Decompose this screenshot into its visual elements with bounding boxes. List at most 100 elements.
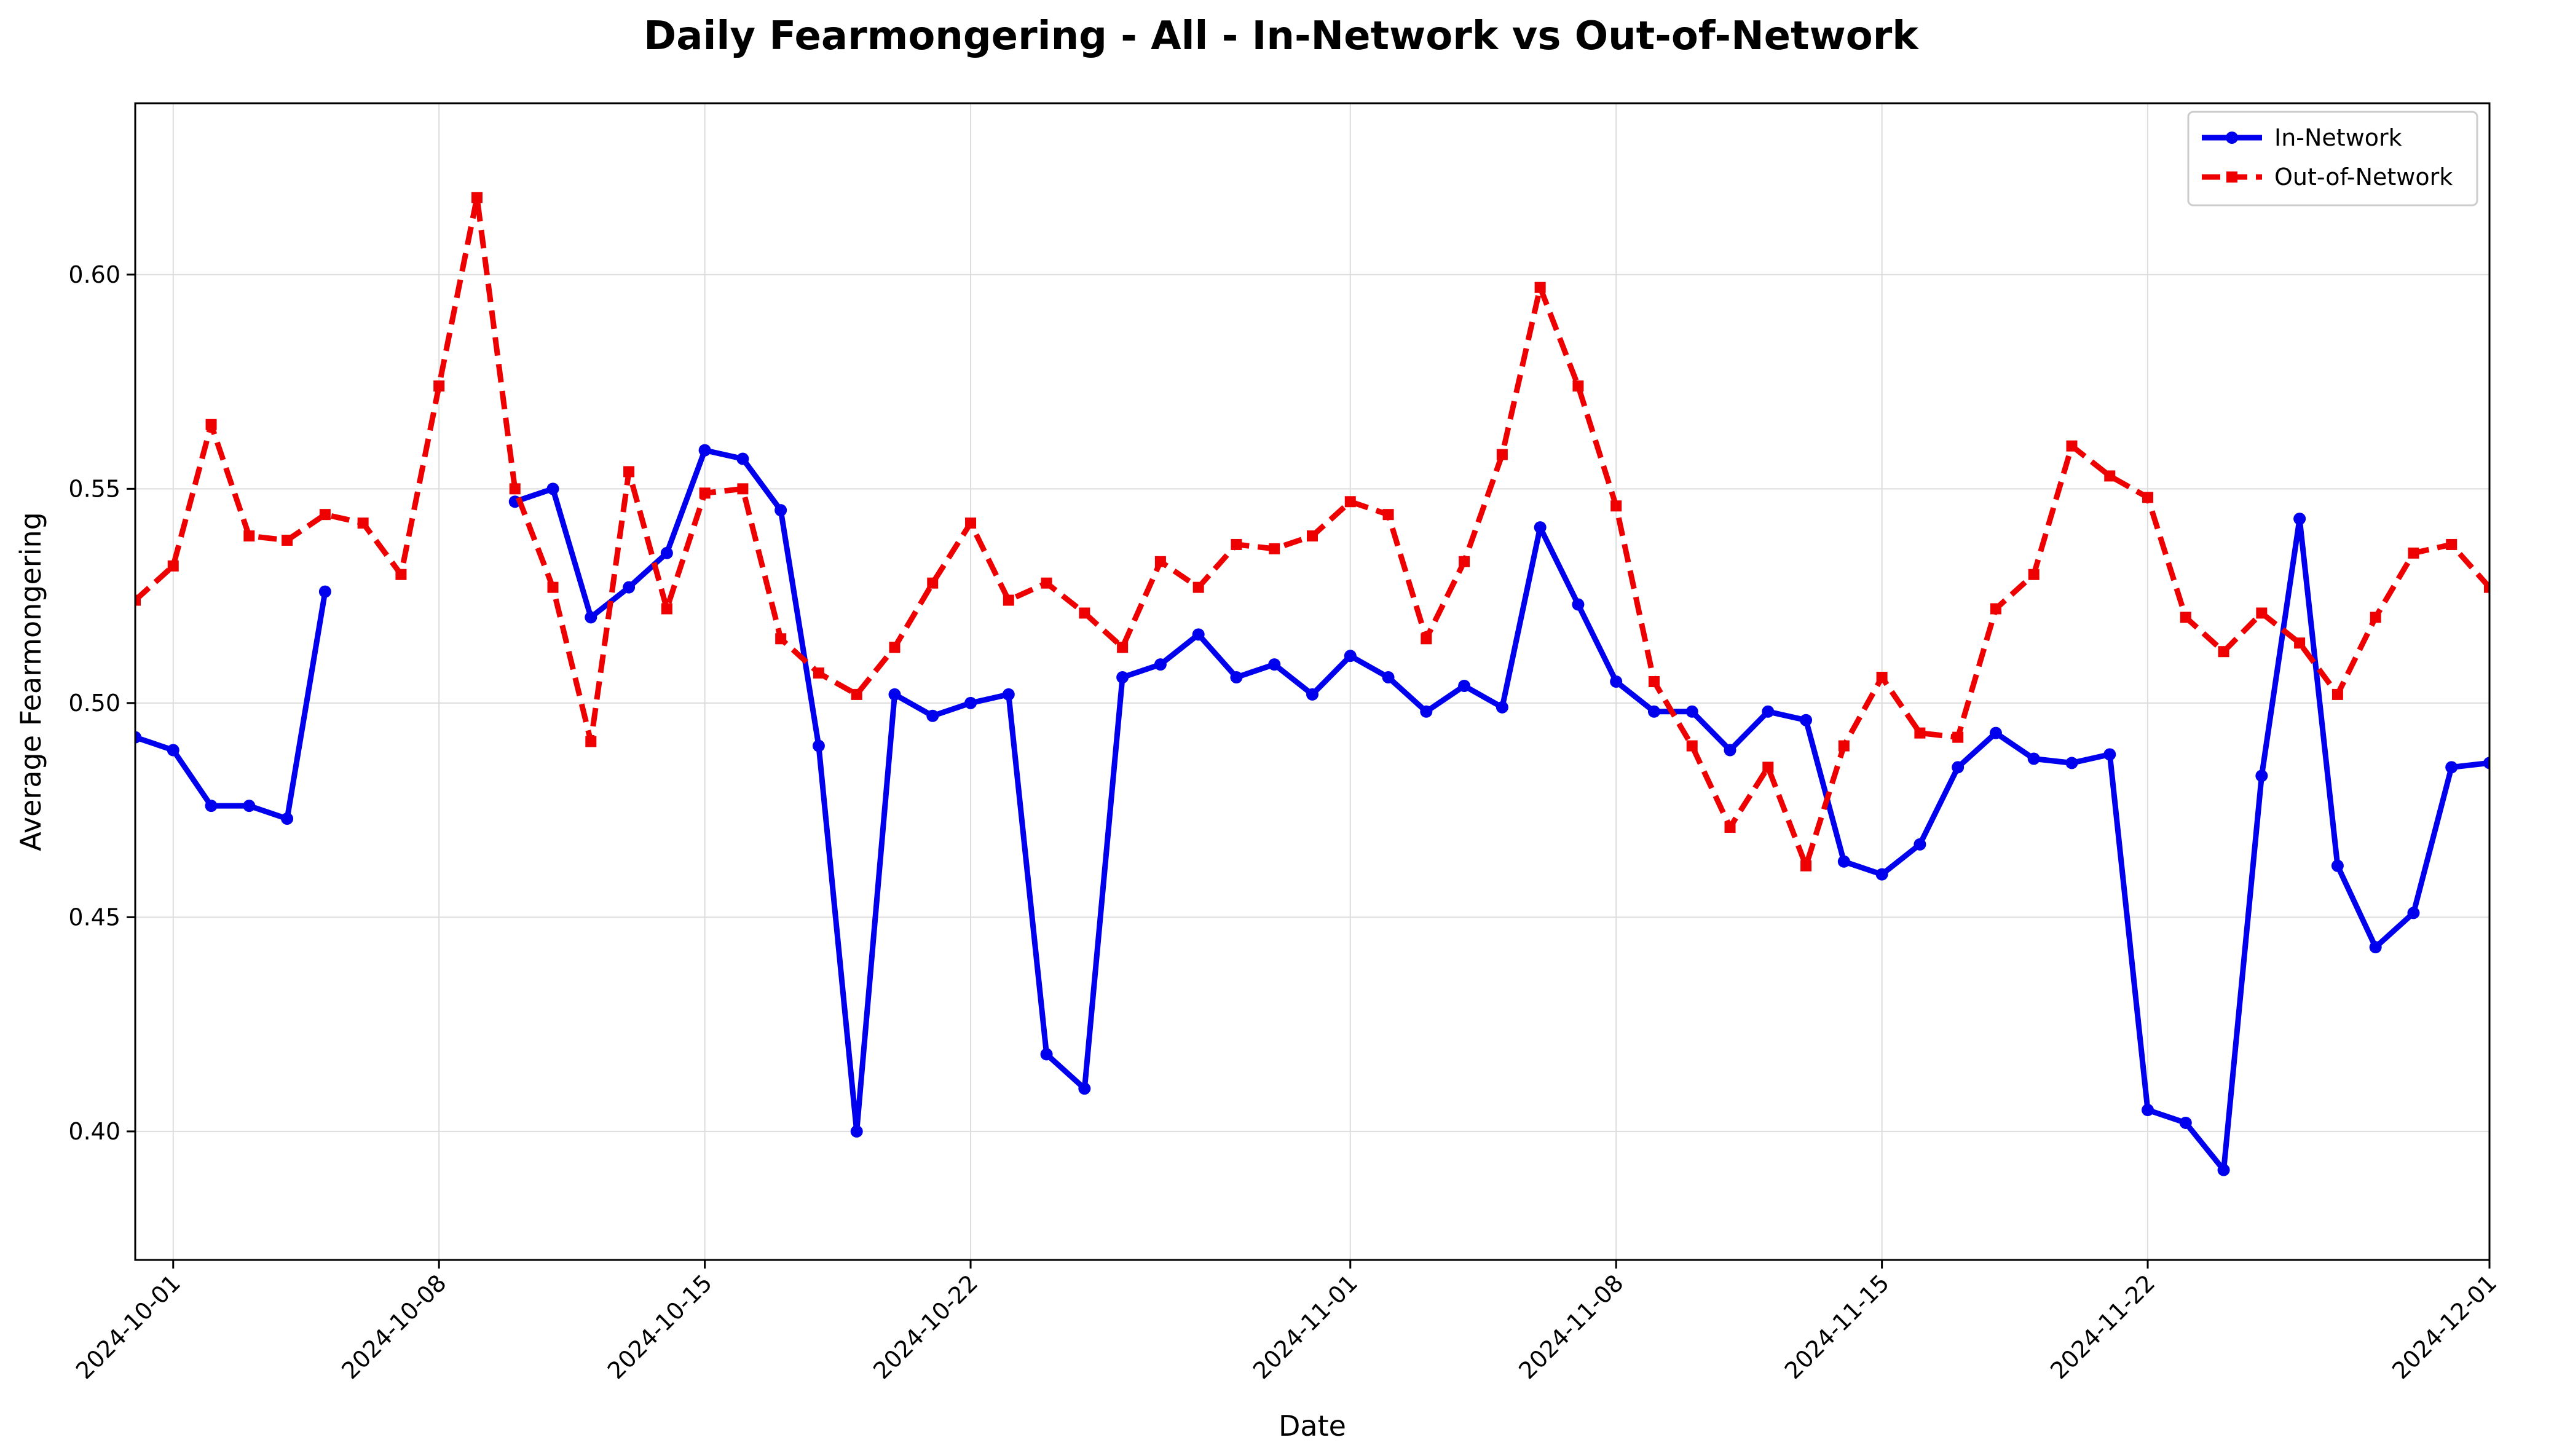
data-point: [1496, 449, 1508, 460]
data-point: [1952, 761, 1965, 774]
data-point: [2293, 513, 2306, 525]
data-point: [1344, 650, 1357, 663]
data-point: [927, 577, 939, 589]
data-point: [926, 709, 939, 722]
data-point: [660, 546, 673, 559]
data-point: [1800, 860, 1812, 872]
data-point: [2484, 581, 2489, 593]
data-point: [2407, 907, 2420, 919]
data-point: [737, 483, 749, 495]
data-point: [282, 534, 293, 546]
data-point: [1875, 868, 1888, 881]
plot-frame: [134, 102, 2491, 1261]
data-point: [2446, 538, 2458, 550]
data-point: [1610, 675, 1623, 688]
data-point: [1610, 500, 1622, 512]
y-tick-label: 0.60: [68, 261, 120, 288]
data-point: [850, 1125, 863, 1138]
data-point: [775, 633, 787, 645]
data-point: [1572, 598, 1585, 611]
data-point: [698, 444, 711, 457]
chart-title: Daily Fearmongering - All - In-Network v…: [644, 14, 1919, 59]
data-point: [1117, 642, 1129, 653]
data-point: [318, 585, 331, 598]
series-in-network: [135, 444, 2489, 1176]
y-axis-label: Average Fearmongering: [14, 512, 47, 851]
data-point: [1344, 496, 1356, 508]
legend-marker: [2226, 132, 2238, 144]
legend-marker: [2226, 171, 2237, 183]
data-point: [1003, 594, 1014, 606]
data-point: [2483, 757, 2489, 769]
data-point: [1002, 688, 1015, 701]
data-point: [1192, 628, 1205, 641]
data-point: [357, 517, 369, 529]
data-point: [1420, 705, 1433, 718]
data-point: [2445, 761, 2458, 774]
data-point: [2294, 637, 2306, 649]
data-point: [888, 688, 901, 701]
data-point: [135, 594, 141, 606]
data-point: [2255, 769, 2268, 782]
legend-label: Out-of-Network: [2274, 163, 2453, 191]
data-point: [2256, 607, 2268, 619]
data-point: [1459, 556, 1470, 567]
data-point: [2370, 612, 2381, 623]
data-point: [2142, 1104, 2154, 1117]
data-point: [1990, 603, 2001, 615]
data-point: [1837, 855, 1850, 868]
data-point: [1269, 543, 1280, 554]
data-point: [1952, 731, 1964, 743]
data-point: [1382, 509, 1394, 521]
data-point: [1192, 581, 1204, 593]
data-point: [1914, 838, 1926, 851]
data-point: [851, 688, 862, 700]
data-point: [2066, 440, 2078, 452]
data-point: [889, 642, 901, 653]
data-point: [1382, 671, 1395, 684]
data-point: [1989, 726, 2002, 739]
data-point: [1800, 714, 1813, 726]
data-point: [433, 380, 445, 392]
data-point: [1154, 658, 1167, 671]
data-point: [2027, 752, 2040, 765]
data-point: [167, 744, 179, 757]
data-point: [2180, 612, 2191, 623]
data-point: [623, 466, 635, 478]
y-tick-label: 0.50: [68, 690, 120, 717]
data-point: [1231, 538, 1242, 550]
data-point: [1685, 705, 1698, 718]
data-point: [281, 813, 294, 825]
data-point: [1116, 671, 1129, 684]
data-point: [135, 731, 141, 744]
data-point: [1838, 740, 1850, 752]
data-point: [2142, 492, 2154, 503]
series-out-of-network: [135, 192, 2489, 872]
series-line: [135, 591, 328, 822]
legend: In-Network Out-of-Network: [2187, 111, 2478, 207]
data-point: [736, 452, 749, 465]
data-point: [243, 800, 256, 813]
data-point: [1268, 658, 1281, 671]
data-point: [813, 667, 824, 679]
data-point: [167, 560, 179, 572]
data-point: [1724, 821, 1736, 833]
data-point: [509, 483, 521, 495]
data-point: [1306, 688, 1318, 701]
data-point: [1762, 705, 1775, 718]
data-point: [1421, 633, 1432, 645]
data-point: [319, 509, 331, 521]
data-point: [2217, 1163, 2230, 1176]
data-point: [623, 581, 636, 594]
data-point: [2104, 470, 2116, 482]
data-point: [1230, 671, 1243, 684]
data-point: [1762, 761, 1774, 773]
data-point: [395, 569, 407, 580]
y-tick-label: 0.45: [68, 903, 120, 931]
data-point: [1647, 705, 1660, 718]
data-point: [1572, 380, 1584, 392]
data-point: [243, 530, 255, 542]
data-point: [1648, 676, 1660, 687]
data-point: [2218, 646, 2229, 658]
